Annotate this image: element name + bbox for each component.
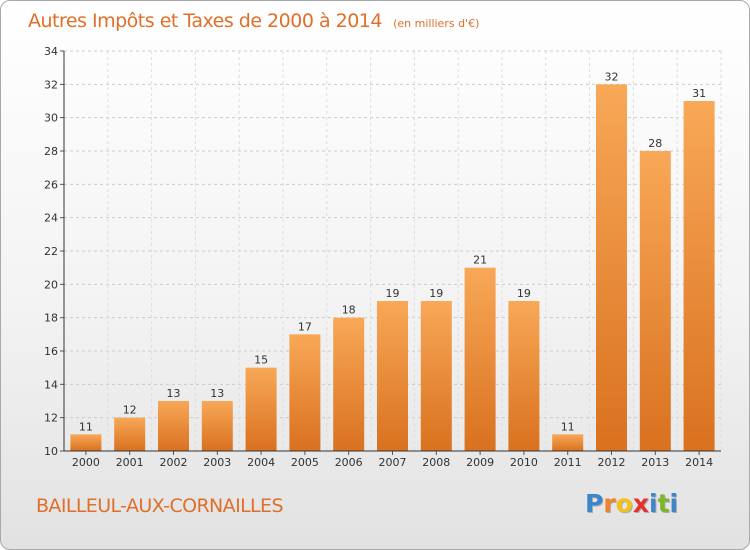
x-tick-label-2014: 2014 bbox=[685, 456, 713, 469]
data-label-2011: 11 bbox=[561, 420, 575, 433]
chart-title: Autres Impôts et Taxes de 2000 à 2014 bbox=[28, 10, 383, 32]
logo-letter: P bbox=[585, 489, 604, 518]
logo-letter: x bbox=[632, 489, 649, 518]
y-tick-label: 34 bbox=[44, 45, 58, 58]
y-tick-label: 12 bbox=[44, 412, 58, 425]
x-tick-label-2011: 2011 bbox=[554, 456, 582, 469]
x-tick-label-2007: 2007 bbox=[379, 456, 407, 469]
y-tick-label: 30 bbox=[44, 112, 58, 125]
x-tick-label-2000: 2000 bbox=[72, 456, 100, 469]
bar-2005 bbox=[289, 334, 321, 451]
x-tick-label-2005: 2005 bbox=[291, 456, 319, 469]
x-tick-label-2004: 2004 bbox=[247, 456, 275, 469]
y-tick-label: 24 bbox=[44, 212, 58, 225]
bar-2013 bbox=[639, 151, 671, 451]
data-label-2010: 19 bbox=[517, 287, 531, 300]
data-label-2013: 28 bbox=[648, 137, 662, 150]
x-tick-label-2008: 2008 bbox=[422, 456, 450, 469]
x-tick-label-2001: 2001 bbox=[116, 456, 144, 469]
y-tick-label: 32 bbox=[44, 78, 58, 91]
chart-subtitle: (en milliers d'€) bbox=[393, 17, 480, 30]
x-tick-label-2010: 2010 bbox=[510, 456, 538, 469]
bar-2002 bbox=[158, 401, 189, 451]
x-tick-label-2006: 2006 bbox=[335, 456, 363, 469]
y-tick-label: 22 bbox=[44, 245, 58, 258]
data-label-2012: 32 bbox=[605, 70, 619, 83]
logo-letter: o bbox=[615, 489, 633, 518]
y-tick-label: 20 bbox=[44, 278, 58, 291]
y-tick-label: 10 bbox=[44, 445, 58, 458]
data-label-2000: 11 bbox=[79, 420, 93, 433]
bar-2001 bbox=[114, 417, 146, 451]
x-tick-label-2012: 2012 bbox=[598, 456, 626, 469]
bar-2006 bbox=[333, 317, 365, 451]
logo-letter: t bbox=[657, 489, 670, 518]
y-tick-label: 26 bbox=[44, 178, 58, 191]
bar-2009 bbox=[464, 267, 496, 451]
y-tick-label: 28 bbox=[44, 145, 58, 158]
proxiti-logo: Proxiti bbox=[585, 489, 678, 518]
x-tick-label-2002: 2002 bbox=[160, 456, 188, 469]
bar-2014 bbox=[683, 101, 715, 451]
data-label-2002: 13 bbox=[167, 387, 181, 400]
bar-2011 bbox=[552, 434, 584, 451]
bar-2010 bbox=[508, 301, 540, 451]
data-label-2001: 12 bbox=[123, 404, 137, 417]
data-label-2004: 15 bbox=[254, 354, 268, 367]
data-label-2007: 19 bbox=[386, 287, 400, 300]
bar-2007 bbox=[377, 301, 408, 451]
y-tick-label: 18 bbox=[44, 312, 58, 325]
bar-2004 bbox=[245, 367, 277, 451]
data-label-2009: 21 bbox=[473, 254, 487, 267]
x-tick-label-2013: 2013 bbox=[641, 456, 669, 469]
logo-letter: i bbox=[669, 489, 679, 518]
data-label-2014: 31 bbox=[692, 87, 706, 100]
logo-letter: i bbox=[649, 489, 658, 518]
data-label-2005: 17 bbox=[298, 320, 312, 333]
y-tick-label: 16 bbox=[44, 345, 58, 358]
data-label-2008: 19 bbox=[429, 287, 443, 300]
x-tick-label-2003: 2003 bbox=[203, 456, 231, 469]
bar-2012 bbox=[596, 84, 627, 451]
y-tick-label: 14 bbox=[44, 378, 58, 391]
data-label-2006: 18 bbox=[342, 304, 356, 317]
chart-title-block: Autres Impôts et Taxes de 2000 à 2014 (e… bbox=[28, 10, 479, 32]
logo-letter: r bbox=[603, 489, 616, 518]
bar-2008 bbox=[420, 301, 452, 451]
bar-2003 bbox=[201, 401, 233, 451]
data-label-2003: 13 bbox=[210, 387, 224, 400]
x-tick-label-2009: 2009 bbox=[466, 456, 494, 469]
commune-name: BAILLEUL-AUX-CORNAILLES bbox=[36, 495, 284, 517]
bar-2000 bbox=[70, 434, 102, 451]
